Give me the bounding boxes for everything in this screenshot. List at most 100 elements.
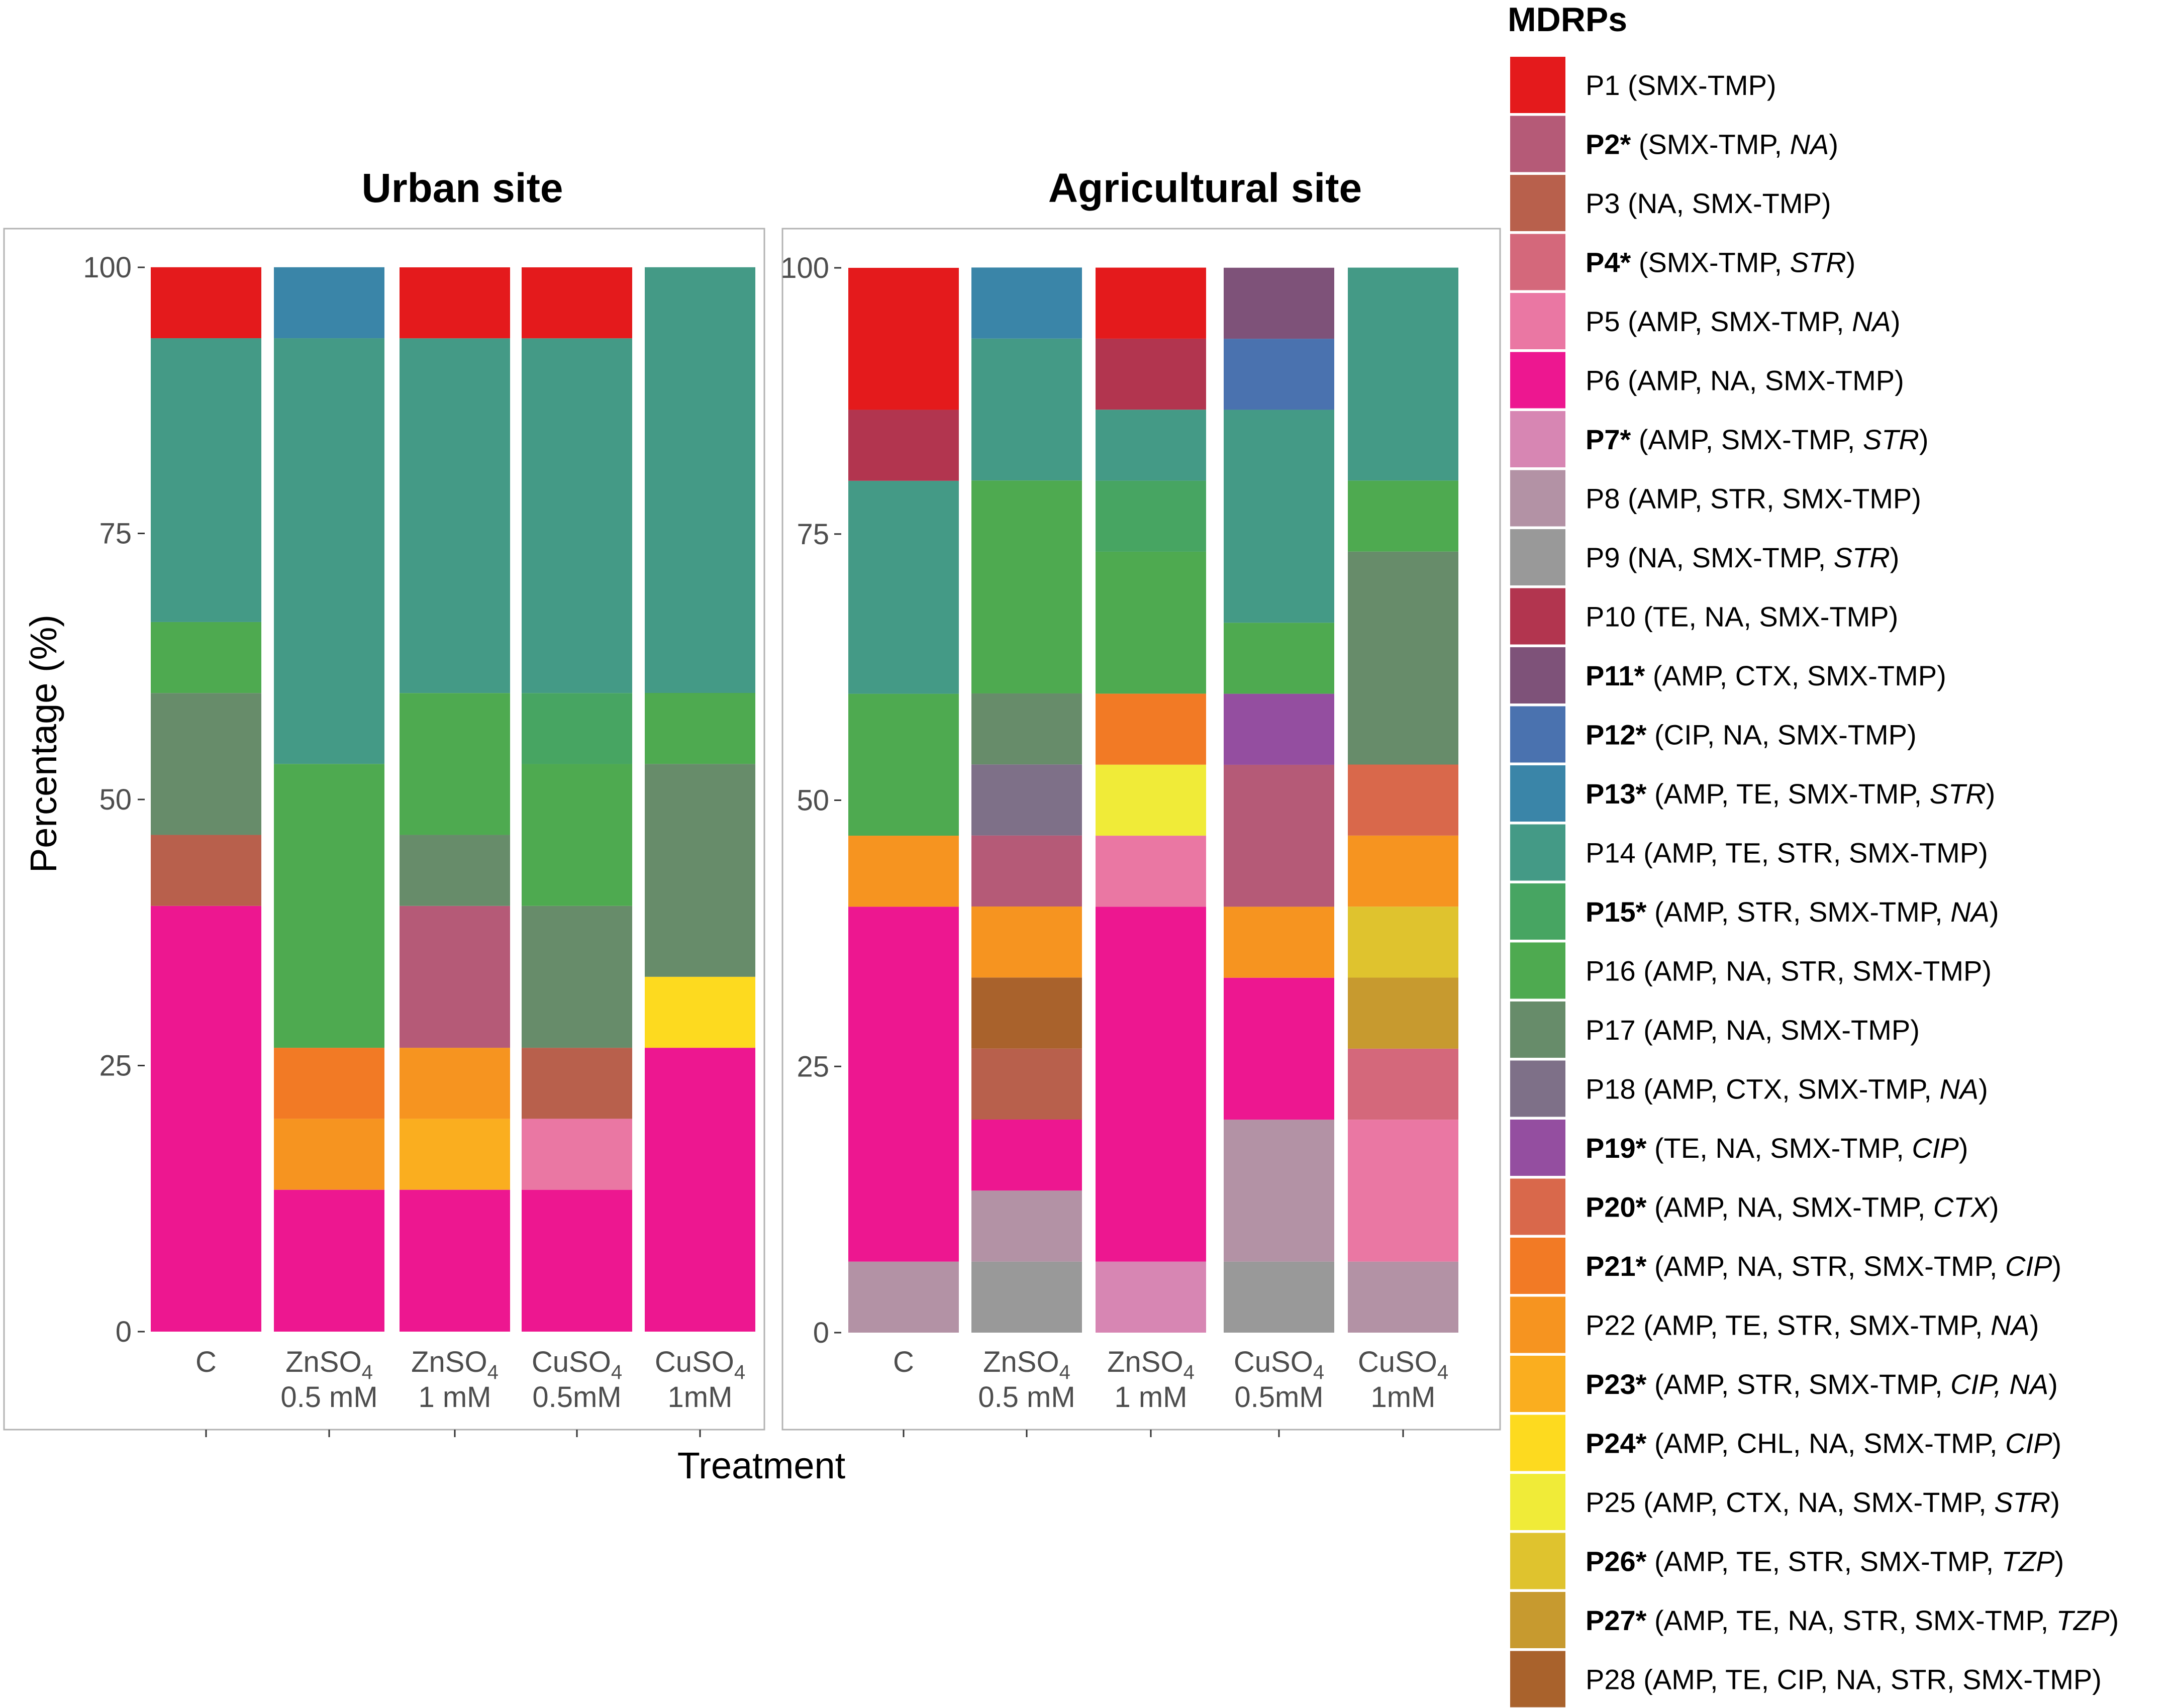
x-tick-label: C bbox=[893, 1346, 914, 1378]
x-tick-label-line2: 0.5 mM bbox=[978, 1381, 1075, 1414]
x-tick-label: CuSO4 bbox=[655, 1346, 745, 1383]
legend-swatch bbox=[1510, 293, 1565, 349]
bar-segment-p1 bbox=[848, 268, 959, 410]
bar-segment-p8 bbox=[1224, 1120, 1334, 1262]
bar-segment-p6 bbox=[522, 1189, 632, 1332]
legend-label: P26* (AMP, TE, STR, SMX-TMP, TZP) bbox=[1586, 1546, 2064, 1577]
bar-segment-p14 bbox=[848, 480, 959, 694]
bar-segment-p14 bbox=[645, 267, 755, 693]
bar-segment-p2 bbox=[971, 835, 1082, 907]
bar-segment-p28 bbox=[971, 977, 1082, 1049]
x-tick-label-line2: 1mM bbox=[1371, 1381, 1436, 1414]
bar-segment-p15 bbox=[522, 693, 632, 764]
legend-swatch bbox=[1510, 1533, 1565, 1589]
legend-item-p20: P20* (AMP, NA, SMX-TMP, CTX) bbox=[1510, 1178, 1999, 1235]
legend-item-p22: P22 (AMP, TE, STR, SMX-TMP, NA) bbox=[1510, 1296, 2039, 1353]
legend-item-p12: P12* (CIP, NA, SMX-TMP) bbox=[1510, 706, 1917, 763]
y-tick-label: 75 bbox=[797, 518, 829, 551]
legend-title: MDRPs bbox=[1508, 1, 1627, 39]
bar-segment-p9 bbox=[1224, 1261, 1334, 1333]
legend-item-p1: P1 (SMX-TMP) bbox=[1510, 57, 1776, 113]
bar-segment-p14 bbox=[400, 338, 510, 693]
bar-segment-p7 bbox=[1096, 1261, 1206, 1333]
legend-swatch bbox=[1510, 470, 1565, 527]
legend-label: P19* (TE, NA, SMX-TMP, CIP) bbox=[1586, 1132, 1968, 1164]
y-tick-label: 50 bbox=[99, 783, 132, 816]
legend-item-p24: P24* (AMP, CHL, NA, SMX-TMP, CIP) bbox=[1510, 1415, 2061, 1471]
bar-segment-p6 bbox=[151, 906, 261, 1332]
bar-segment-p1 bbox=[522, 267, 632, 339]
bar-segment-p16 bbox=[1348, 480, 1458, 552]
bar-segment-p14 bbox=[971, 338, 1082, 481]
legend-label: P20* (AMP, NA, SMX-TMP, CTX) bbox=[1586, 1191, 1999, 1223]
legend-item-p18: P18 (AMP, CTX, SMX-TMP, NA) bbox=[1510, 1060, 1988, 1117]
bar-segment-p2 bbox=[1224, 764, 1334, 907]
bar-segment-p14 bbox=[274, 338, 384, 764]
bar-group bbox=[151, 267, 755, 1332]
bar-segment-p26 bbox=[1348, 907, 1458, 978]
legend-label: P28 (AMP, TE, CIP, NA, STR, SMX-TMP) bbox=[1586, 1664, 2102, 1695]
legend-item-p8: P8 (AMP, STR, SMX-TMP) bbox=[1510, 470, 1921, 527]
legend-item-p26: P26* (AMP, TE, STR, SMX-TMP, TZP) bbox=[1510, 1533, 2064, 1589]
bar-segment-p23 bbox=[400, 1119, 510, 1190]
bar-segment-p17 bbox=[151, 693, 261, 835]
legend-swatch bbox=[1510, 765, 1565, 822]
bar-segment-p11 bbox=[1224, 267, 1334, 339]
x-tick-label: ZnSO4 bbox=[983, 1346, 1070, 1383]
bar-segment-p14 bbox=[1096, 410, 1206, 481]
bar-segment-p6 bbox=[274, 1189, 384, 1332]
bar-segment-p2 bbox=[400, 906, 510, 1048]
legend-label: P25 (AMP, CTX, NA, SMX-TMP, STR) bbox=[1586, 1486, 2060, 1518]
bar-segment-p22 bbox=[848, 836, 959, 907]
x-tick-label: ZnSO4 bbox=[1107, 1346, 1195, 1383]
bar-segment-p14 bbox=[1348, 267, 1458, 481]
bar-segment-p16 bbox=[848, 693, 959, 836]
bar-segment-p6 bbox=[971, 1119, 1082, 1191]
legend-swatch bbox=[1510, 1060, 1565, 1117]
bar-segment-p15 bbox=[1096, 480, 1206, 552]
x-tick-label-line2: 0.5mM bbox=[532, 1381, 621, 1414]
legend-swatch bbox=[1510, 588, 1565, 645]
y-tick-label: 75 bbox=[99, 518, 132, 550]
bar-segment-p14 bbox=[522, 338, 632, 693]
legend-item-p17: P17 (AMP, NA, SMX-TMP) bbox=[1510, 1001, 1920, 1058]
legend-label: P27* (AMP, TE, NA, STR, SMX-TMP, TZP) bbox=[1586, 1604, 2119, 1636]
x-tick-label: ZnSO4 bbox=[411, 1346, 499, 1383]
facet-title-agricultural: Agricultural site bbox=[1048, 165, 1362, 211]
y-tick-label: 25 bbox=[797, 1050, 829, 1083]
legend-swatch bbox=[1510, 1001, 1565, 1058]
bar-segment-p22 bbox=[971, 906, 1082, 978]
legend-swatch bbox=[1510, 411, 1565, 467]
legend-swatch bbox=[1510, 1296, 1565, 1353]
bar-segment-p19 bbox=[1224, 693, 1334, 765]
legend-item-p23: P23* (AMP, STR, SMX-TMP, CIP, NA) bbox=[1510, 1356, 2058, 1412]
bar-segment-p13 bbox=[274, 267, 384, 339]
y-tick-label: 0 bbox=[813, 1317, 829, 1349]
facet-title-urban: Urban site bbox=[362, 165, 563, 211]
legend-swatch bbox=[1510, 1178, 1565, 1235]
legend-item-p6: P6 (AMP, NA, SMX-TMP) bbox=[1510, 352, 1904, 409]
legend-label: P18 (AMP, CTX, SMX-TMP, NA) bbox=[1586, 1073, 1988, 1105]
legend-item-p16: P16 (AMP, NA, STR, SMX-TMP) bbox=[1510, 942, 1992, 999]
bar-segment-p22 bbox=[1348, 835, 1458, 907]
bar-segment-p6 bbox=[848, 907, 959, 1262]
legend-item-p2: P2* (SMX-TMP, NA) bbox=[1510, 116, 1838, 172]
legend-swatch bbox=[1510, 116, 1565, 172]
legend-swatch bbox=[1510, 1120, 1565, 1176]
legend-label: P4* (SMX-TMP, STR) bbox=[1586, 247, 1855, 278]
legend-item-p9: P9 (NA, SMX-TMP, STR) bbox=[1510, 529, 1899, 585]
bar-segment-p10 bbox=[848, 410, 959, 481]
legend-item-p7: P7* (AMP, SMX-TMP, STR) bbox=[1510, 411, 1929, 467]
legend-item-p19: P19* (TE, NA, SMX-TMP, CIP) bbox=[1510, 1120, 1968, 1176]
legend: MDRPs P1 (SMX-TMP) P2* (SMX-TMP, NA) P3 (N… bbox=[1508, 1, 2119, 1707]
bar-segment-p13 bbox=[971, 267, 1082, 339]
legend-swatch bbox=[1510, 1415, 1565, 1471]
legend-swatch bbox=[1510, 942, 1565, 999]
bar-segment-p4 bbox=[1348, 1048, 1458, 1120]
bar-segment-p14 bbox=[1224, 410, 1334, 623]
bar-segment-p17 bbox=[971, 693, 1082, 765]
bar-segment-p17 bbox=[1348, 551, 1458, 765]
legend-item-p15: P15* (AMP, STR, SMX-TMP, NA) bbox=[1510, 883, 1999, 940]
